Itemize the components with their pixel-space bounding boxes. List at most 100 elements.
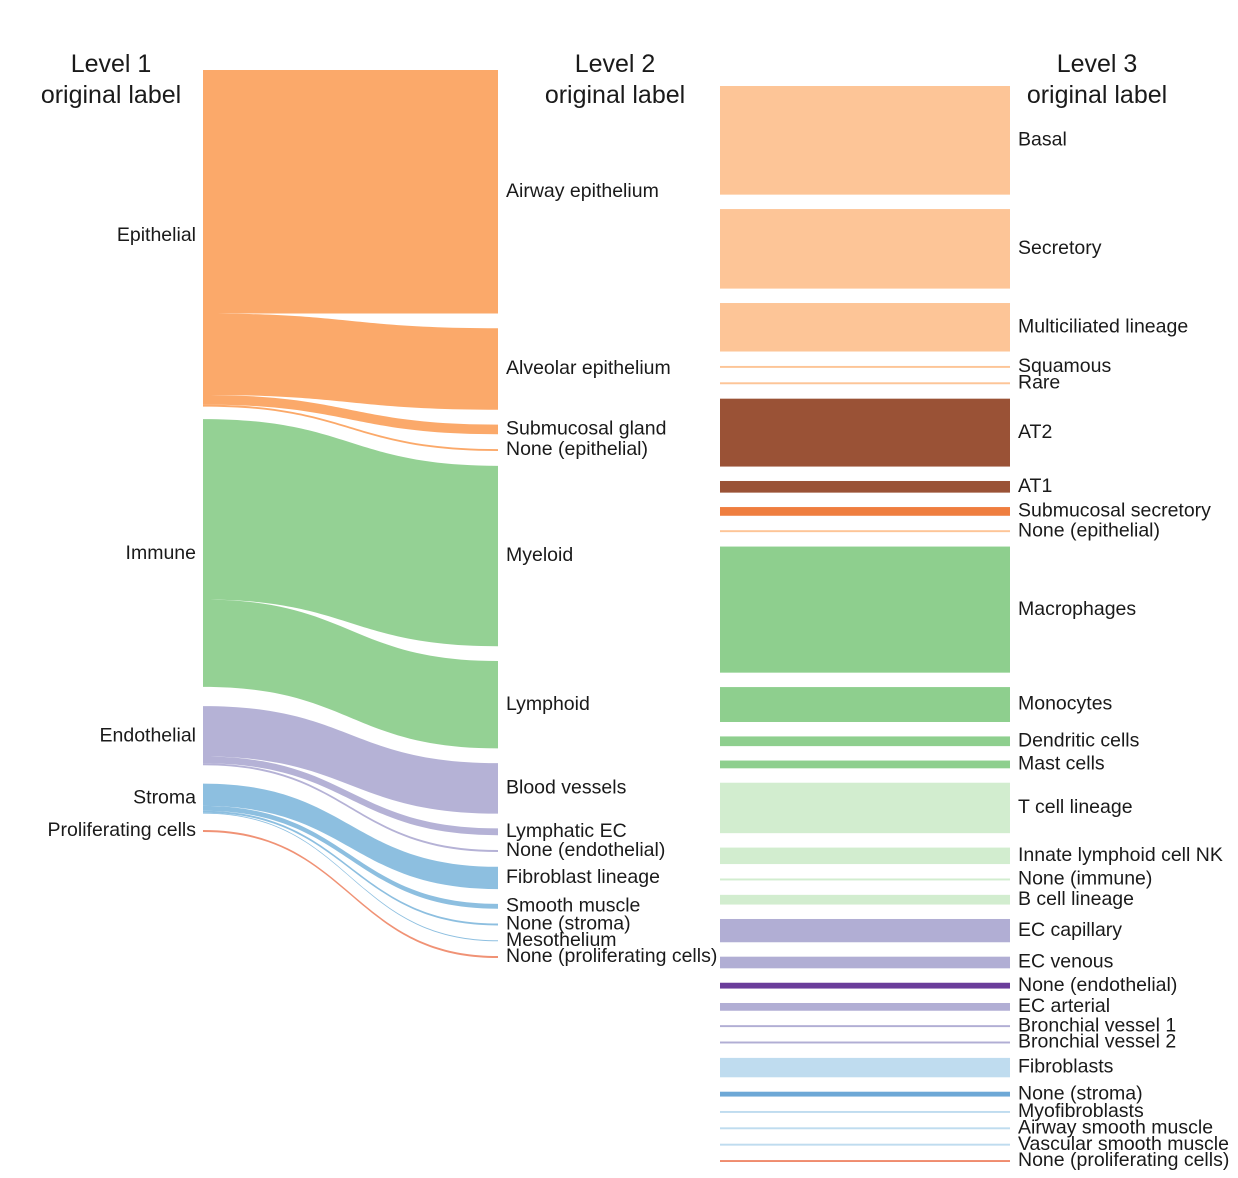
label-l3-squamous: Squamous — [1018, 355, 1111, 377]
node-l3-airway-smooth-muscle — [720, 1127, 1010, 1130]
label-l2-airway-epithelium: Airway epithelium — [506, 180, 659, 202]
link-immune-to-myeloid — [203, 419, 498, 647]
node-l3-myofibroblasts — [720, 1110, 1010, 1113]
node-l3-rare — [720, 382, 1010, 385]
label-l3-basal: Basal — [1018, 128, 1067, 150]
link-stroma-to-none-stroma — [203, 810, 498, 926]
node-l3-b-cell-lineage — [720, 894, 1010, 905]
level1-header-line2: original label — [41, 81, 181, 109]
node-l3-squamous — [720, 365, 1010, 368]
level3-header-line2: original label — [1027, 81, 1167, 109]
label-l3-at1: AT1 — [1018, 475, 1052, 497]
link-proliferating-cells-to-none-proliferating-cells — [203, 830, 498, 958]
link-epithelial-to-submucosal-gland — [203, 394, 498, 435]
label-l3-none-immune: None (immune) — [1018, 868, 1152, 890]
link-epithelial-to-airway-epithelium — [203, 70, 498, 314]
label-l3-bronchial-vessel-1: Bronchial vessel 1 — [1018, 1014, 1176, 1036]
node-labels: Epithelial Immune Endothelial Stroma Prolife… — [48, 128, 1230, 1171]
label-l1-stroma: Stroma — [133, 786, 196, 808]
node-l3-dendritic-cells — [720, 736, 1010, 747]
label-l2-blood-vessels: Blood vessels — [506, 777, 627, 799]
label-l2-fibroblast-lineage: Fibroblast lineage — [506, 866, 660, 888]
node-l3-basal — [720, 86, 1010, 195]
node-l3-multiciliated-lineage — [720, 303, 1010, 352]
node-l3-vascular-smooth-muscle — [720, 1143, 1010, 1146]
label-l3-at2: AT2 — [1018, 421, 1052, 443]
link-epithelial-to-none-epithelial — [203, 404, 498, 452]
label-l2-none-stroma: None (stroma) — [506, 913, 631, 935]
label-l1-immune: Immune — [126, 542, 196, 564]
node-l3-none-proliferating-cells — [720, 1160, 1010, 1162]
label-l1-endothelial: Endothelial — [100, 724, 197, 746]
label-l3-mast-cells: Mast cells — [1018, 753, 1105, 775]
level2-header-line1: Level 2 — [575, 50, 656, 78]
node-l3-innate-lymphoid-cell-nk — [720, 847, 1010, 865]
level2-header-line2: original label — [545, 81, 685, 109]
link-epithelial-to-alveolar-epithelium — [203, 313, 498, 410]
node-l3-at2 — [720, 398, 1010, 467]
label-l3-fibroblasts: Fibroblasts — [1018, 1056, 1114, 1078]
link-endothelial-to-none-endothelial — [203, 763, 498, 852]
label-l3-secretory: Secretory — [1018, 237, 1102, 259]
label-l3-submucosal-secretory: Submucosal secretory — [1018, 500, 1211, 522]
label-l2-none-endothelial: None (endothelial) — [506, 839, 665, 861]
node-l3-t-cell-lineage — [720, 782, 1010, 834]
link-stroma-to-mesothelium — [203, 812, 498, 942]
label-l3-multiciliated-lineage: Multiciliated lineage — [1018, 315, 1188, 337]
label-l3-none-stroma: None (stroma) — [1018, 1082, 1143, 1104]
label-l3-dendritic-cells: Dendritic cells — [1018, 729, 1140, 751]
label-l3-ec-capillary: EC capillary — [1018, 919, 1122, 941]
link-endothelial-to-blood-vessels — [203, 706, 498, 814]
label-l3-macrophages: Macrophages — [1018, 598, 1136, 620]
label-l3-t-cell-lineage: T cell lineage — [1018, 796, 1133, 818]
label-l3-ec-venous: EC venous — [1018, 951, 1114, 973]
label-l3-innate-lymphoid-cell-nk: Innate lymphoid cell NK — [1018, 844, 1223, 866]
node-l3-ec-capillary — [720, 918, 1010, 943]
node-l3-none-stroma — [720, 1091, 1010, 1097]
label-l2-alveolar-epithelium: Alveolar epithelium — [506, 357, 671, 379]
label-l3-none-proliferating-cells: None (proliferating cells) — [1018, 1149, 1229, 1171]
node-l3-mast-cells — [720, 760, 1010, 769]
label-l2-myeloid: Myeloid — [506, 544, 573, 566]
label-l3-monocytes: Monocytes — [1018, 693, 1113, 715]
node-l3-ec-venous — [720, 956, 1010, 969]
node-l3-none-immune — [720, 878, 1010, 881]
link-endothelial-to-lymphatic-ec — [203, 756, 498, 836]
label-l1-proliferating-cells: Proliferating cells — [48, 819, 197, 841]
label-l3-myofibroblasts: Myofibroblasts — [1018, 1100, 1144, 1122]
node-l3-bronchial-vessel-2 — [720, 1041, 1010, 1044]
label-l3-ec-arterial: EC arterial — [1018, 995, 1110, 1017]
link-stroma-to-fibroblast-lineage — [203, 783, 498, 890]
label-l3-vascular-smooth-muscle: Vascular smooth muscle — [1018, 1133, 1229, 1155]
label-l2-lymphatic-ec: Lymphatic EC — [506, 820, 627, 842]
label-l3-airway-smooth-muscle: Airway smooth muscle — [1018, 1116, 1213, 1138]
node-l3-bronchial-vessel-1 — [720, 1025, 1010, 1028]
sankey-nodes — [720, 86, 1010, 1162]
node-l3-none-endothelial — [720, 982, 1010, 989]
label-l2-lymphoid: Lymphoid — [506, 693, 590, 715]
node-l3-submucosal-secretory — [720, 507, 1010, 516]
label-l3-b-cell-lineage: B cell lineage — [1018, 888, 1134, 910]
node-l3-monocytes — [720, 687, 1010, 723]
label-l2-mesothelium: Mesothelium — [506, 929, 617, 951]
node-l3-fibroblasts — [720, 1057, 1010, 1078]
link-immune-to-lymphoid — [203, 599, 498, 749]
label-l2-none-proliferating-cells: None (proliferating cells) — [506, 945, 717, 967]
level3-header-line1: Level 3 — [1057, 50, 1138, 78]
node-l3-at1 — [720, 480, 1010, 493]
node-l3-secretory — [720, 209, 1010, 289]
node-l3-none-epithelial — [720, 530, 1010, 533]
label-l1-epithelial: Epithelial — [117, 224, 196, 246]
label-l3-bronchial-vessel-2: Bronchial vessel 2 — [1018, 1031, 1176, 1053]
label-l2-smooth-muscle: Smooth muscle — [506, 894, 640, 916]
links-level1-to-level2 — [203, 70, 498, 958]
link-stroma-to-smooth-muscle — [203, 805, 498, 909]
label-l3-none-epithelial: None (epithelial) — [1018, 519, 1160, 541]
label-l3-none-endothelial: None (endothelial) — [1018, 974, 1177, 996]
label-l3-rare: Rare — [1018, 371, 1060, 393]
label-l2-submucosal-gland: Submucosal gland — [506, 418, 666, 440]
column-headers: Level 1 original label Level 2 original … — [41, 50, 1167, 109]
node-l3-macrophages — [720, 546, 1010, 673]
node-l3-ec-arterial — [720, 1002, 1010, 1011]
